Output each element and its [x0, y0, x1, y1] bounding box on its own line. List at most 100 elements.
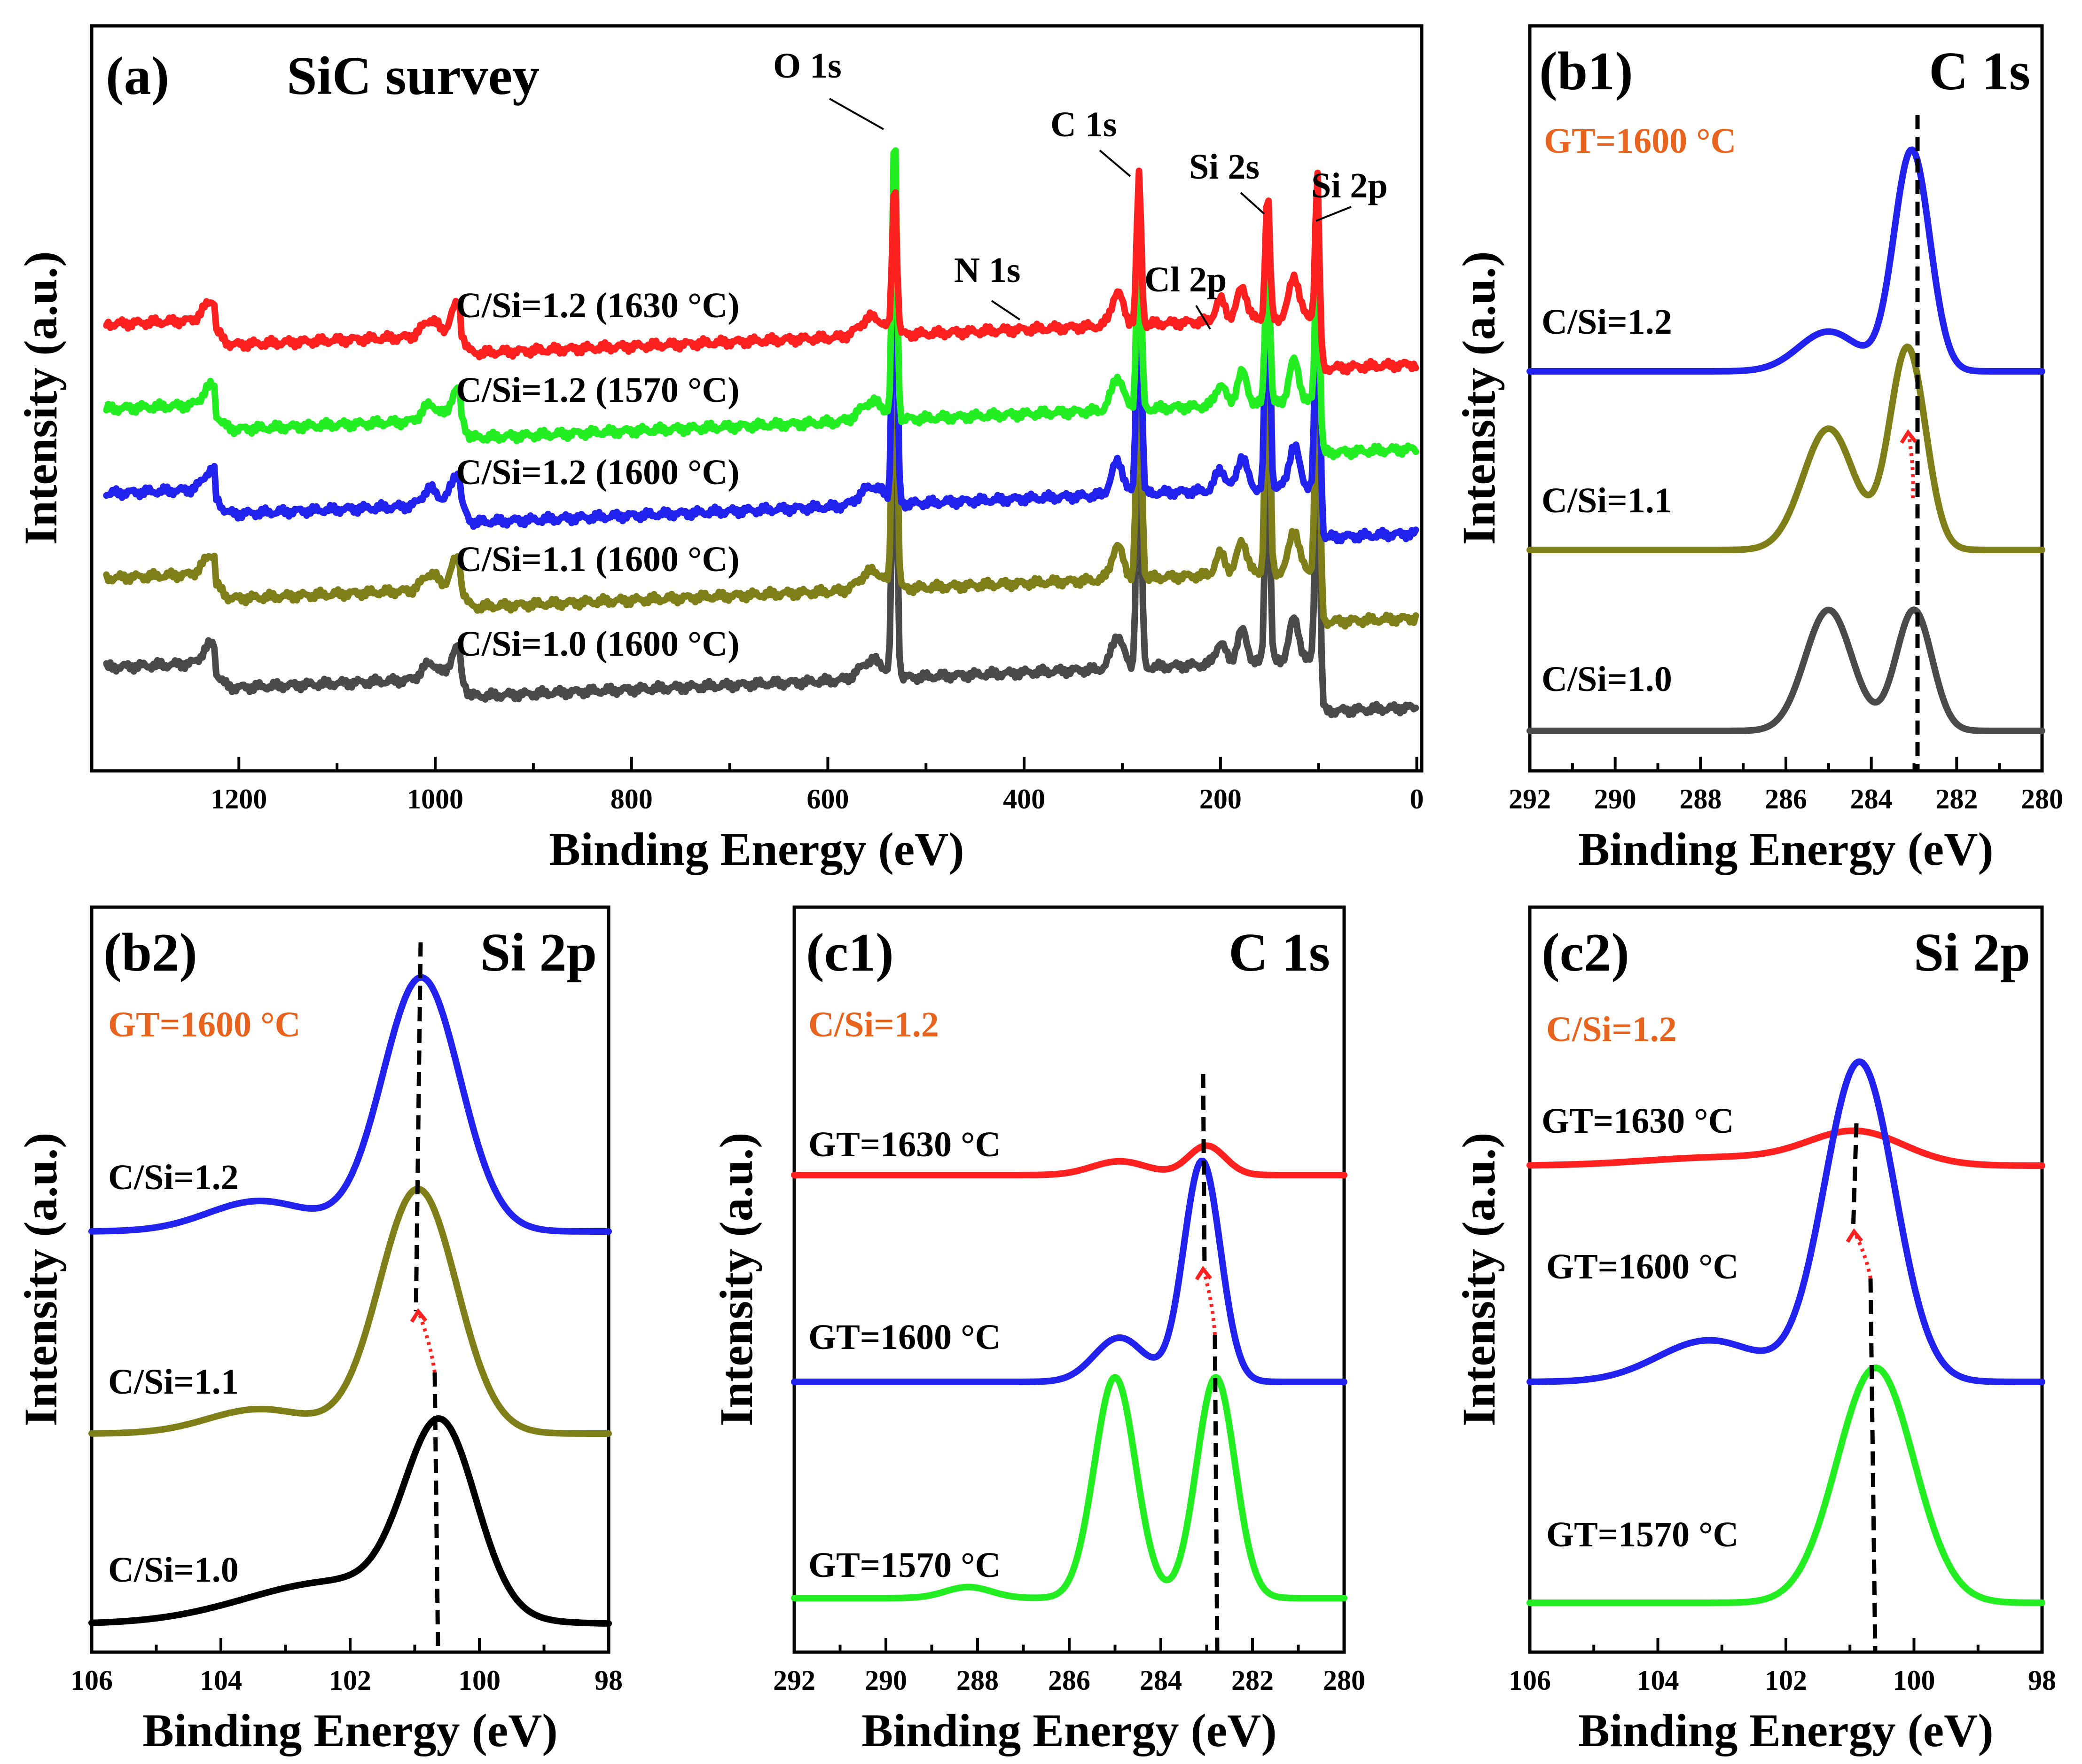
panel-a-title: (a) [106, 46, 169, 106]
c1-series-2 [791, 1374, 1347, 1601]
c1-xtick-label-3: 286 [1048, 1665, 1090, 1696]
b2-xtick-label-0: 106 [70, 1665, 113, 1696]
a-xtick-label-2: 800 [611, 784, 653, 815]
series-label-a-3: C/Si=1.1 (1600 °C) [456, 540, 740, 579]
series-label-c2-2: GT=1570 °C [1546, 1515, 1738, 1554]
panel-b2-title: (b2) [103, 923, 197, 983]
series-label-a-4: C/Si=1.0 (1600 °C) [456, 624, 740, 664]
c1-reference-upper [1201, 1074, 1207, 1270]
c2-reference-upper [1851, 1123, 1859, 1232]
panel-a-subtitle: SiC survey [287, 46, 540, 106]
b2-shift-arrow-head [410, 1308, 428, 1323]
leader-si2s [1240, 192, 1265, 215]
series-label-b1-1: C/Si=1.1 [1542, 481, 1672, 520]
peak-label-cl2p: Cl 2p [1144, 260, 1227, 299]
c1-xtick-label-6: 280 [1323, 1665, 1365, 1696]
c1-shift-arrow-head [1195, 1266, 1213, 1281]
peak-label-si2s: Si 2s [1189, 147, 1260, 187]
series-label-b2-2: C/Si=1.0 [108, 1550, 239, 1590]
panel-c2-region: Si 2p [1914, 923, 2030, 983]
panel-b1-region: C 1s [1929, 41, 2030, 102]
series-a-2 [103, 185, 1419, 545]
panel-c2-condition: C/Si=1.2 [1546, 1010, 1677, 1049]
panel-c1-xlabel: Binding Energy (eV) [861, 1704, 1276, 1756]
series-label-b1-2: C/Si=1.0 [1542, 659, 1672, 699]
series-a-1 [103, 147, 1419, 461]
series-a-3 [103, 235, 1419, 630]
leader-cl2p [1195, 305, 1211, 330]
leader-n1s [991, 300, 1021, 321]
leader-c1s [1099, 149, 1131, 177]
panel-b2-region: Si 2p [480, 923, 597, 983]
panel-b1-title: (b1) [1539, 41, 1633, 102]
b1-series-0 [1526, 146, 2045, 375]
panel-c2-xlabel: Binding Energy (eV) [1578, 1704, 1993, 1756]
series-label-b2-1: C/Si=1.1 [108, 1362, 239, 1402]
series-label-c1-1: GT=1600 °C [808, 1317, 1001, 1357]
series-label-c1-2: GT=1570 °C [808, 1545, 1001, 1585]
b2-series-1 [88, 1185, 612, 1437]
a-xtick-label-0: 1200 [211, 784, 267, 815]
series-label-c1-0: GT=1630 °C [808, 1125, 1001, 1164]
c2-xtick-label-4: 98 [2028, 1665, 2056, 1696]
series-label-a-2: C/Si=1.2 (1600 °C) [456, 453, 740, 492]
panel-b1-c1s: 292 290 288 286 284 282 280 (b1) C 1s GT=1600 … [1453, 24, 2063, 875]
c2-xtick-label-2: 102 [1765, 1665, 1807, 1696]
series-label-b2-0: C/Si=1.2 [108, 1158, 239, 1197]
b1-shift-arrow-head [1900, 429, 1918, 444]
b2-xtick-label-1: 104 [200, 1665, 242, 1696]
peak-label-o1s: O 1s [773, 46, 842, 86]
c2-shift-arrow [1852, 1231, 1872, 1279]
series-label-a-1: C/Si=1.2 (1570 °C) [456, 370, 740, 410]
panel-c2-si2p: 106 104 102 100 98 (c2) Si 2p C/Si=1.2 GT=16… [1453, 905, 2056, 1756]
b1-xtick-label-2: 288 [1679, 784, 1722, 815]
b2-shift-arrow [416, 1310, 437, 1373]
a-xtick-label-3: 600 [806, 784, 849, 815]
c1-xtick-label-2: 288 [956, 1665, 999, 1696]
series-label-c2-1: GT=1600 °C [1546, 1247, 1738, 1286]
peak-label-si2p: Si 2p [1311, 166, 1388, 205]
panel-a-frame [90, 24, 1424, 773]
b1-series-1 [1526, 343, 2045, 553]
panel-a-survey: 1200 1000 800 600 400 200 0 (a) SiC survey O 1… [15, 24, 1424, 875]
panel-b1-ylabel: Intensity (a.u.) [1453, 251, 1505, 545]
b2-reference-upper [414, 942, 423, 1312]
c1-xtick-label-0: 292 [773, 1665, 815, 1696]
c2-reference-lower [1868, 1278, 1878, 1653]
series-label-c2-0: GT=1630 °C [1542, 1101, 1734, 1141]
panel-a-ylabel: Intensity (a.u.) [15, 251, 67, 545]
b1-xtick-label-0: 292 [1509, 784, 1551, 815]
panel-b2-si2p: 106 104 102 100 98 (b2) Si 2p GT=1600 °C C/S… [15, 905, 623, 1756]
b1-shift-arrow [1906, 432, 1915, 499]
panel-c1-condition: C/Si=1.2 [808, 1005, 939, 1044]
c1-shift-arrow [1201, 1268, 1217, 1335]
c1-series-0 [791, 1142, 1347, 1178]
b1-series-2 [1526, 606, 2045, 734]
panel-b1-condition: GT=1600 °C [1544, 121, 1736, 161]
c2-xtick-label-3: 100 [1893, 1665, 1935, 1696]
panel-b1-xlabel: Binding Energy (eV) [1578, 823, 1993, 875]
c1-xtick-label-1: 290 [865, 1665, 907, 1696]
c2-series-0 [1526, 1127, 2045, 1169]
b1-xtick-label-5: 282 [1935, 784, 1978, 815]
panel-c2-title: (c2) [1542, 923, 1629, 983]
panel-b2-ylabel: Intensity (a.u.) [15, 1132, 67, 1426]
panel-b2-condition: GT=1600 °C [108, 1005, 300, 1044]
c2-xtick-label-0: 106 [1509, 1665, 1551, 1696]
a-xtick-label-5: 200 [1199, 784, 1242, 815]
b1-xtick-label-1: 290 [1594, 784, 1636, 815]
series-label-a-0: C/Si=1.2 (1630 °C) [456, 286, 740, 325]
panel-b2-xlabel: Binding Energy (eV) [142, 1704, 557, 1756]
c1-xtick-label-5: 282 [1231, 1665, 1274, 1696]
b2-xtick-label-3: 100 [458, 1665, 501, 1696]
series-label-b1-0: C/Si=1.2 [1542, 302, 1672, 342]
panel-c2-ylabel: Intensity (a.u.) [1453, 1132, 1505, 1426]
c1-reference-lower [1213, 1334, 1220, 1653]
b2-reference-lower [432, 1372, 440, 1653]
leader-o1s [829, 98, 884, 130]
series-a-4 [103, 337, 1419, 719]
c1-series-1 [791, 1158, 1347, 1385]
b2-series-2 [88, 1415, 612, 1627]
panel-c1-region: C 1s [1229, 923, 1330, 983]
